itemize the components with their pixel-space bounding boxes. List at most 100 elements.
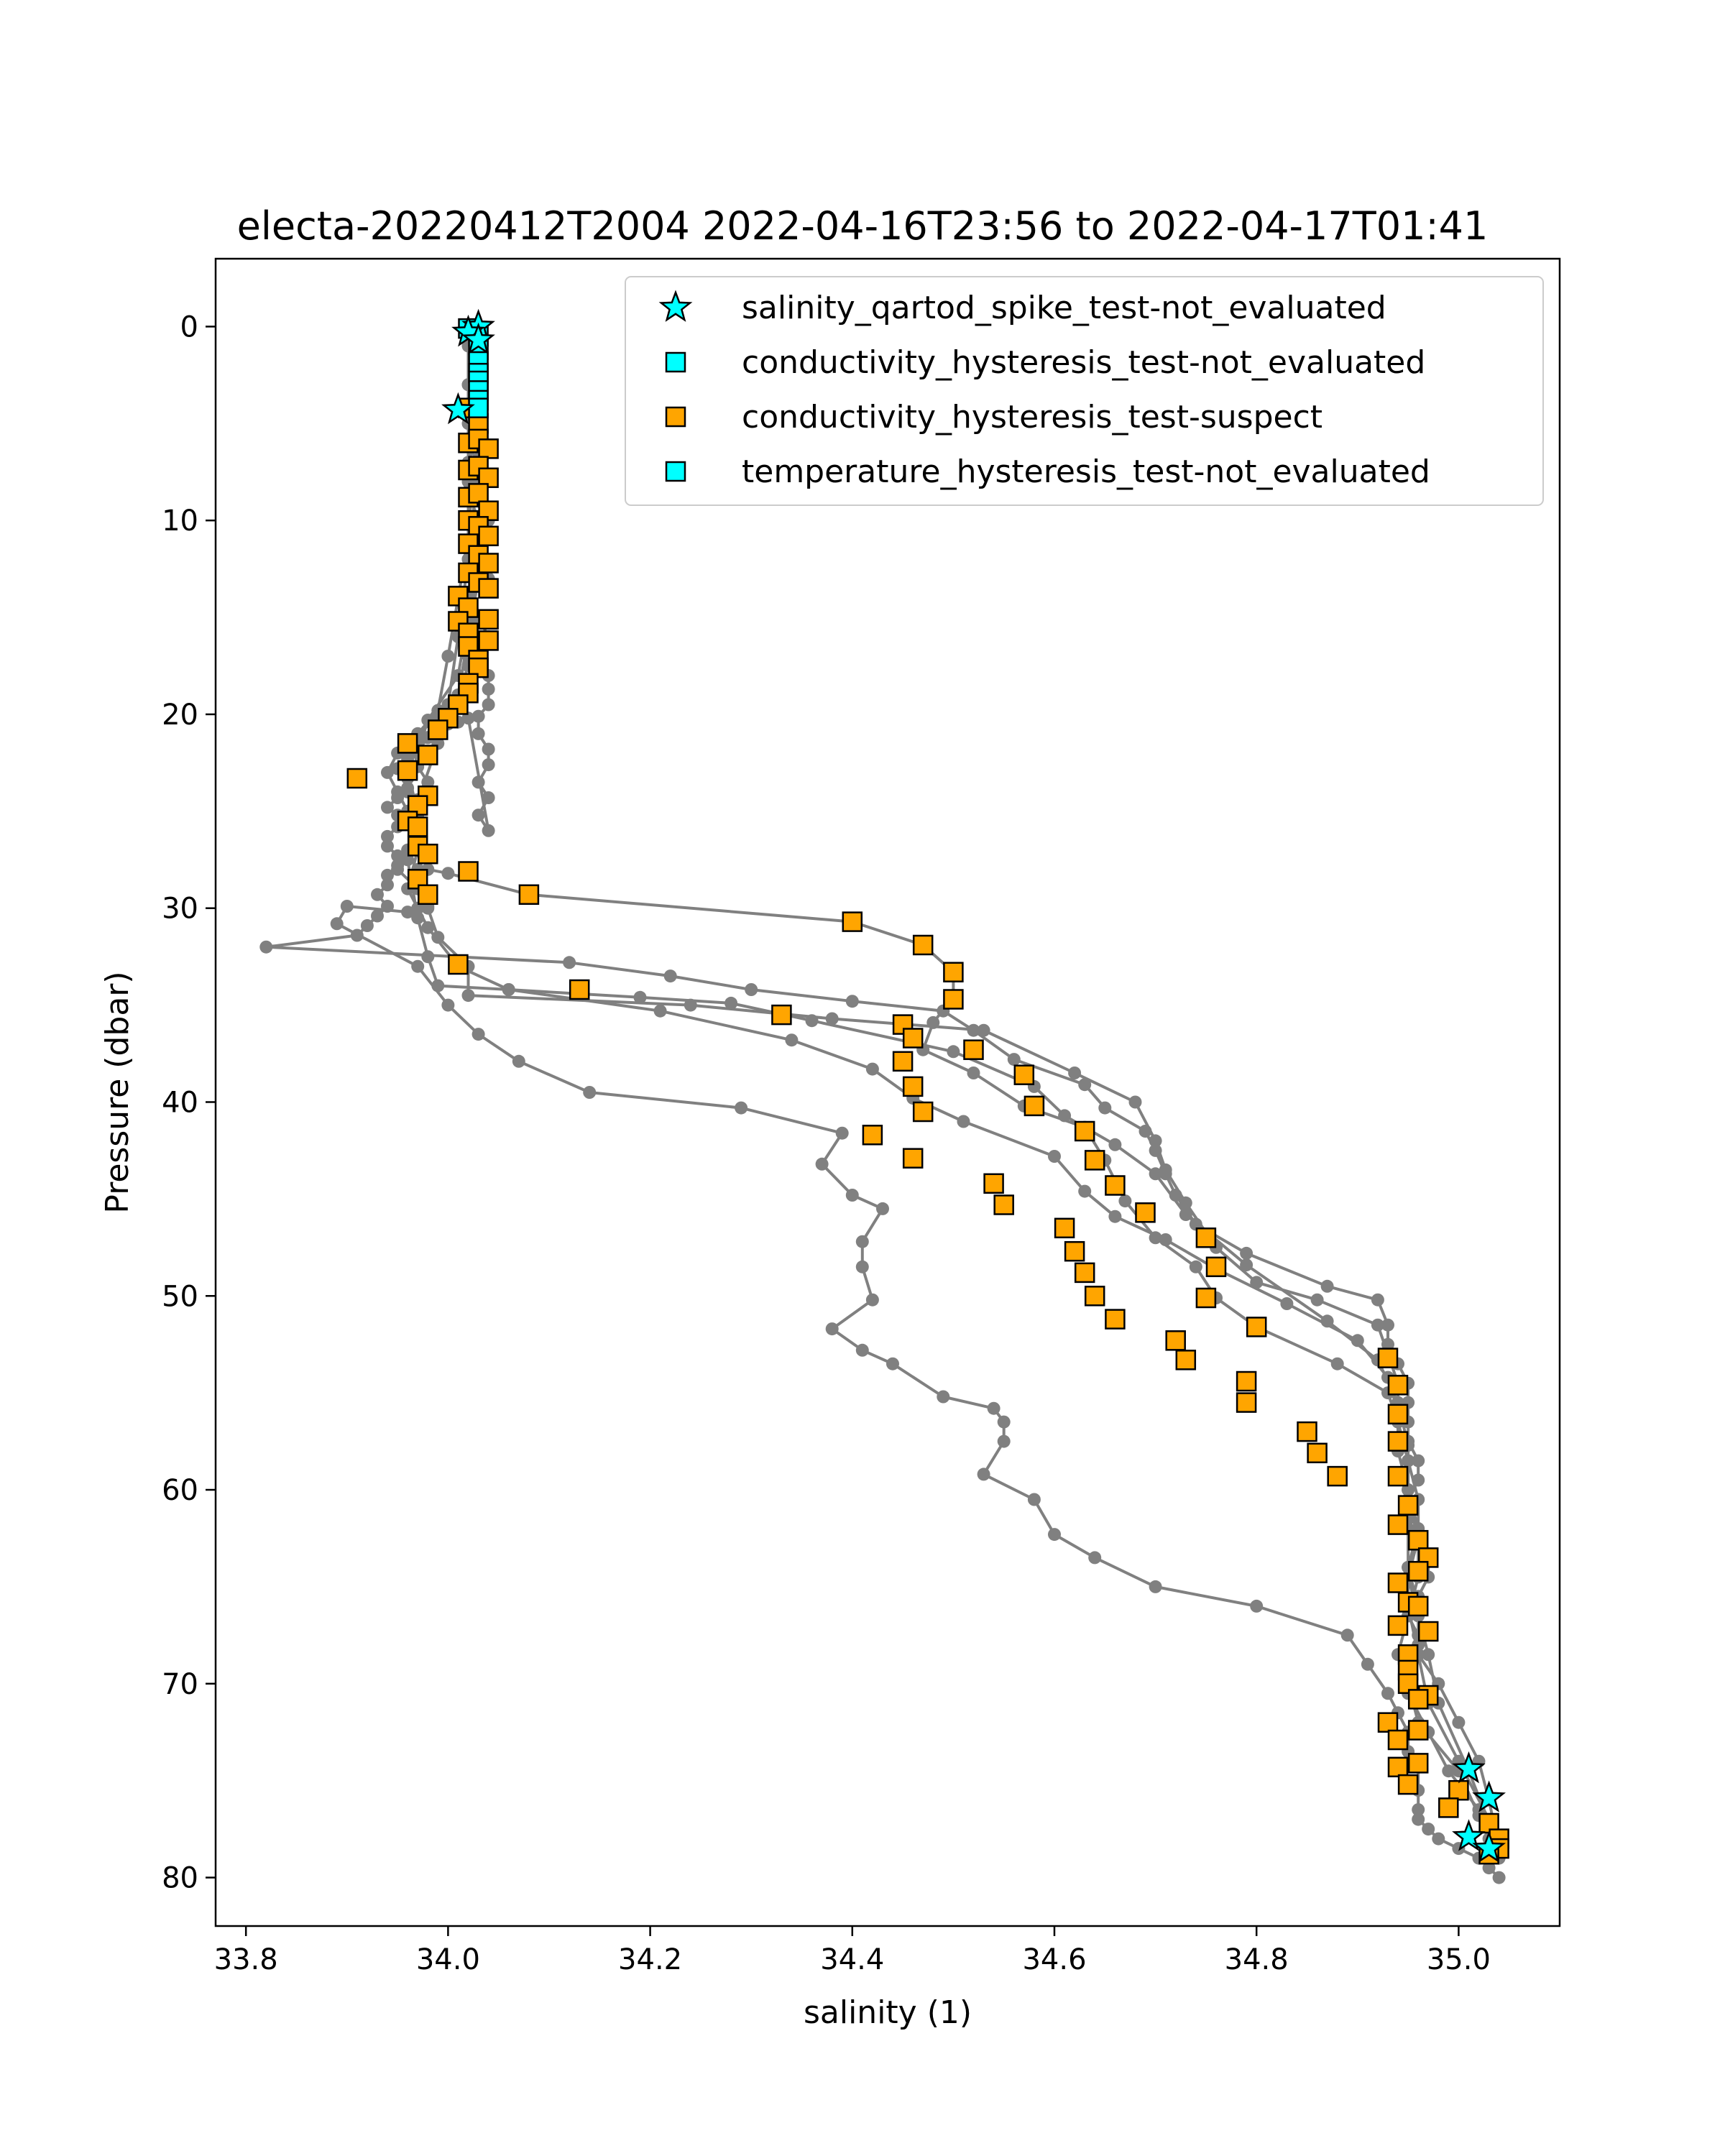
x-tick-label: 34.2 (618, 1943, 682, 1976)
profile-point (401, 853, 415, 867)
profile-point (472, 1028, 485, 1041)
profile-point (1048, 1150, 1061, 1163)
profile-point (1381, 1687, 1394, 1700)
profile-point (330, 917, 344, 931)
flag-suspect-marker (1064, 1240, 1085, 1262)
profile-point (735, 1101, 748, 1115)
profile-point (1310, 1293, 1324, 1307)
profile-point (967, 1023, 980, 1037)
profile-point (1027, 1493, 1041, 1506)
y-tick-label: 60 (162, 1474, 198, 1507)
profile-point (1361, 1657, 1374, 1671)
profile-point (1482, 1861, 1496, 1875)
profile-point (633, 990, 647, 1004)
profile-point (350, 929, 364, 942)
profile-point (815, 1157, 829, 1171)
flag-suspect-marker (418, 884, 438, 906)
profile-point (431, 931, 445, 944)
profile-point (411, 959, 425, 973)
profile-point (865, 1293, 879, 1307)
legend-entry-label: conductivity_hysteresis_test-not_evaluat… (742, 344, 1425, 381)
profile-point (391, 849, 405, 862)
profile-point (1159, 1233, 1172, 1246)
flag-suspect-marker (771, 1004, 792, 1026)
profile-point (421, 775, 435, 789)
profile-point (1422, 1823, 1435, 1836)
flag-suspect-marker (468, 483, 489, 504)
flag-suspect-marker (943, 989, 964, 1010)
profile-point (977, 1468, 990, 1481)
profile-point (441, 867, 455, 880)
profile-point (987, 1401, 1000, 1415)
profile-point (1340, 1628, 1354, 1642)
profile-point (482, 824, 495, 837)
profile-point (835, 1126, 849, 1140)
profile-point (1149, 1143, 1162, 1157)
profile-point (785, 1033, 799, 1047)
legend-entry-label: temperature_hysteresis_test-not_evaluate… (742, 453, 1430, 490)
profile-point (855, 1260, 869, 1273)
profile-point (1240, 1258, 1254, 1272)
flag-suspect-marker (1175, 1350, 1197, 1370)
profile-point (411, 901, 425, 915)
x-axis-label: salinity (1) (804, 1994, 972, 2031)
flag-suspect-marker (397, 733, 418, 754)
profile-point (886, 1357, 899, 1370)
flag-suspect-marker (1397, 1495, 1419, 1516)
flag-star-marker (441, 392, 475, 425)
flag-suspect-marker (1407, 1753, 1429, 1774)
profile-point (957, 1115, 970, 1128)
y-axis-label: Pressure (dbar) (99, 971, 136, 1213)
profile-point (1432, 1832, 1445, 1846)
flag-suspect-marker (569, 979, 590, 1000)
profile-point (381, 878, 394, 892)
profile-point (865, 1062, 879, 1076)
profile-point (1007, 1053, 1021, 1067)
x-axis-ticks: 33.8 34.0 34.2 34.4 34.6 34.8 35.0 (214, 1926, 1491, 1976)
y-tick-label: 40 (162, 1086, 198, 1119)
profile-point (441, 998, 455, 1012)
flag-suspect-marker (1387, 1615, 1409, 1636)
profile-point (381, 801, 394, 814)
flag-suspect-marker (418, 745, 438, 765)
flag-suspect-marker (346, 768, 368, 789)
flag-suspect-marker (1054, 1217, 1075, 1239)
flag-suspect-marker (912, 1101, 934, 1123)
y-tick-label: 30 (162, 893, 198, 926)
flag-suspect-marker (1327, 1465, 1348, 1487)
profile-point (583, 1086, 597, 1099)
profile-point (825, 1012, 839, 1026)
profile-point (461, 711, 475, 725)
flag-suspect-marker (1397, 1774, 1419, 1795)
profile-point (502, 983, 515, 996)
flag-suspect-marker (902, 1028, 924, 1049)
flag-suspect-marker (518, 884, 540, 906)
x-tick-label: 34.6 (1022, 1943, 1086, 1976)
flag-suspect-marker (902, 1148, 924, 1169)
flag-suspect-marker (1407, 1689, 1429, 1710)
flag-suspect-marker (892, 1051, 914, 1072)
profile-point (684, 998, 697, 1012)
profile-point (371, 888, 384, 901)
profile-point (855, 1235, 869, 1248)
profile-point (411, 911, 425, 925)
chart-title: electa-20220412T2004 2022-04-16T23:56 to… (237, 203, 1489, 249)
flag-suspect-marker (1387, 1375, 1409, 1396)
flag-suspect-marker (428, 719, 448, 740)
flag-suspect-marker (1024, 1095, 1045, 1117)
profile-point (967, 1067, 980, 1079)
profile-point (1149, 1134, 1162, 1148)
flag-suspect-marker (1236, 1370, 1257, 1392)
profile-point (1138, 1125, 1152, 1138)
flag-suspect-marker (1407, 1529, 1429, 1551)
flag-suspect-marker (478, 525, 499, 547)
profile-point (1320, 1279, 1334, 1293)
profile-point (381, 829, 394, 843)
flag-suspect-marker (1387, 1514, 1409, 1535)
profile-point (653, 1004, 667, 1018)
profile-point (1159, 1163, 1172, 1176)
profile-point (997, 1434, 1011, 1448)
flag-suspect-marker (478, 609, 499, 630)
flag-suspect-marker (478, 578, 499, 599)
